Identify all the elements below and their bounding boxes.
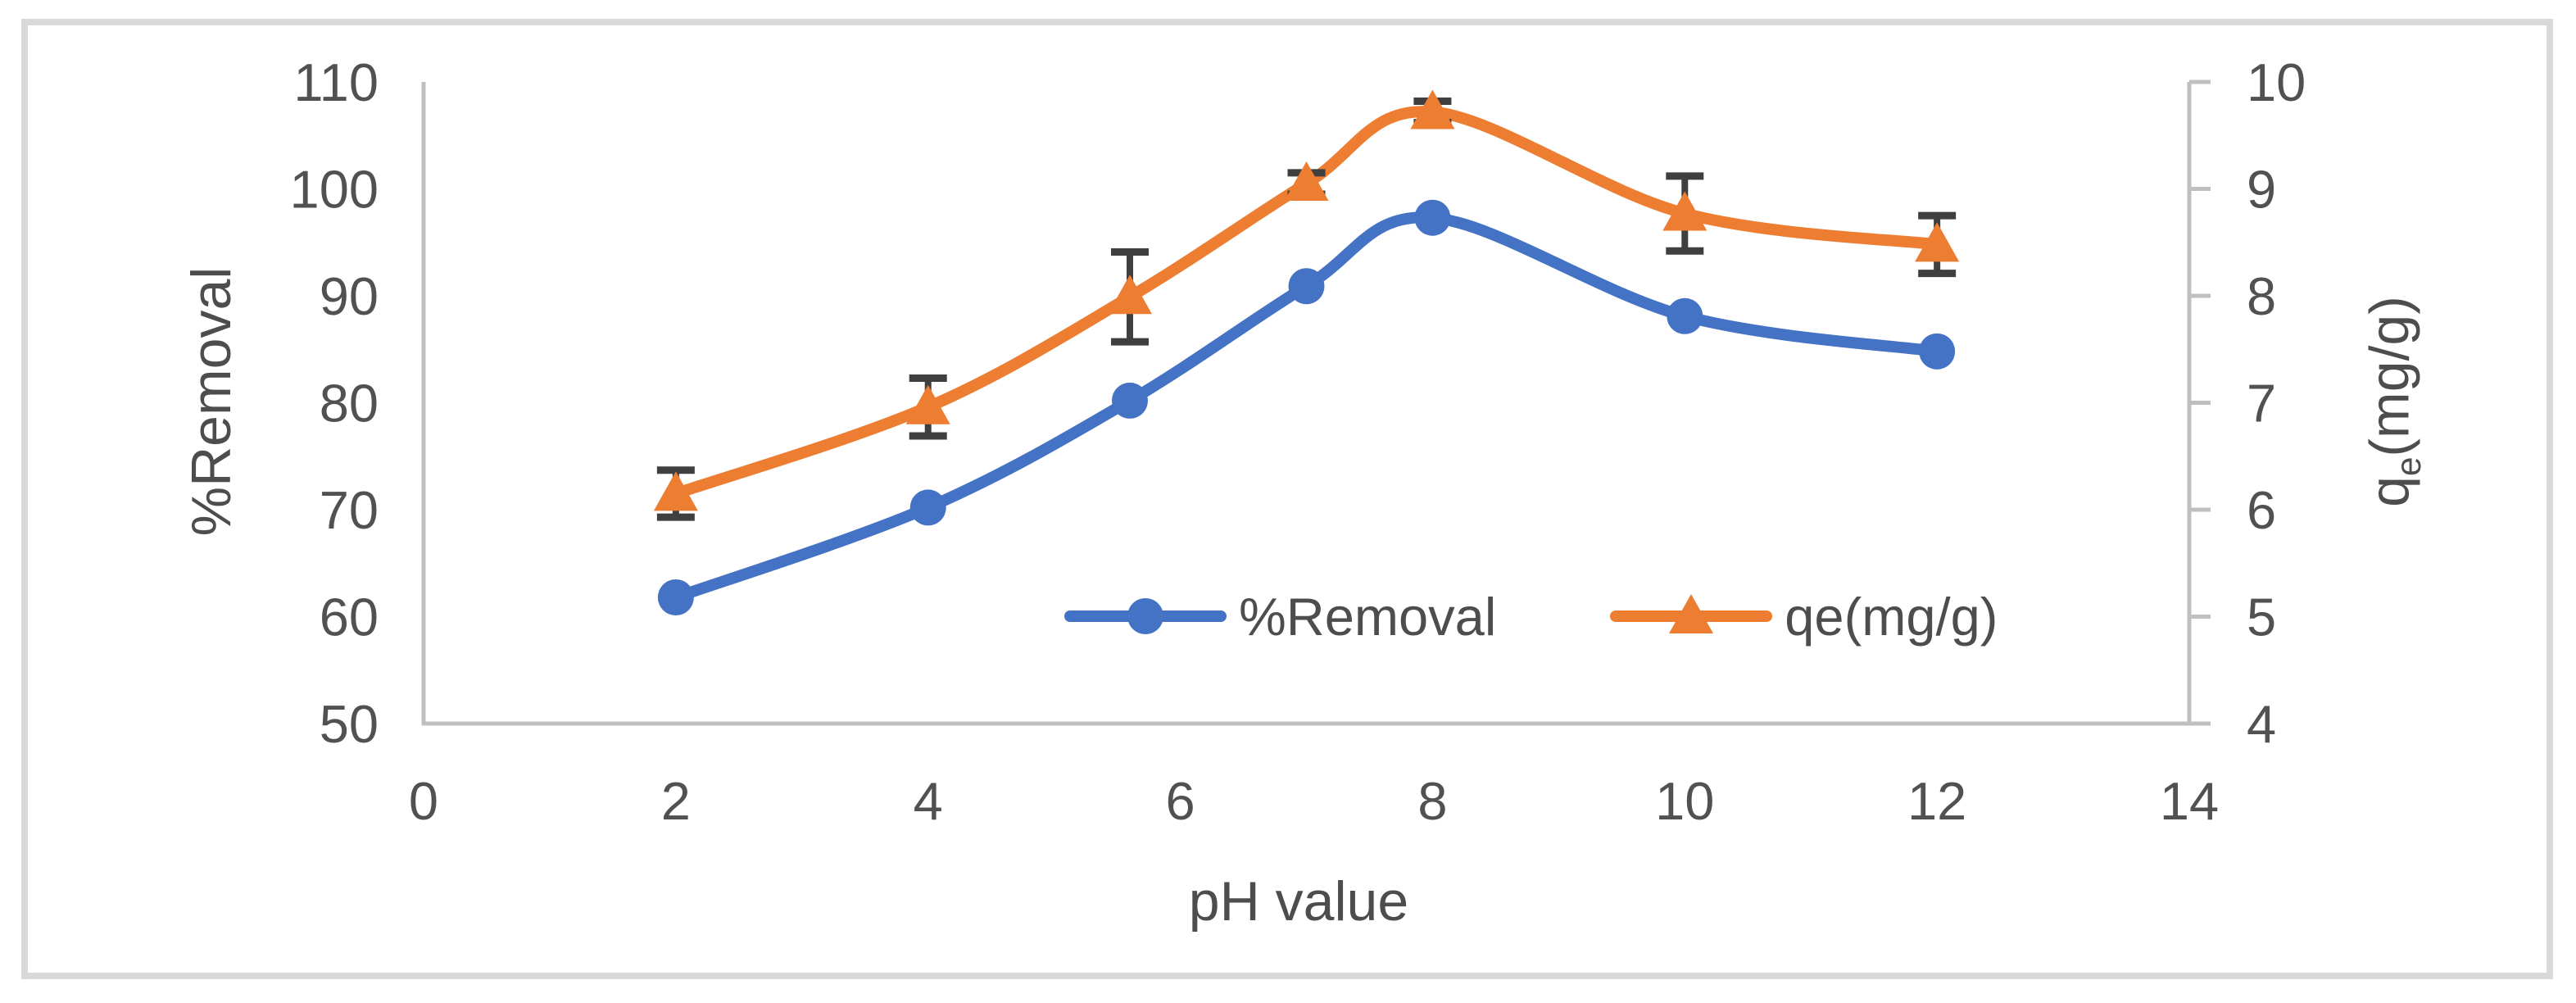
data-point-removal: [909, 489, 946, 526]
data-point-qe: [1915, 222, 1960, 262]
data-point-qe: [1108, 275, 1152, 315]
data-point-qe: [1410, 89, 1455, 129]
legend-marker-circle-icon: [1064, 598, 1227, 634]
legend-item-removal: %Removal: [1064, 579, 1496, 653]
left-tick-label: 90: [320, 266, 379, 326]
x-tick-label: 10: [1655, 771, 1714, 831]
legend: %Removal qe(mg/g): [1064, 579, 1998, 653]
left-tick-label: 110: [293, 52, 379, 112]
left-tick-label: 60: [320, 588, 379, 647]
data-point-qe: [905, 384, 950, 424]
x-axis-title: pH value: [1188, 870, 1409, 933]
right-axis-title-units: (mg/g): [2358, 296, 2421, 457]
data-point-removal: [1667, 297, 1703, 334]
left-tick-label: 70: [320, 480, 379, 540]
legend-item-qe: qe(mg/g): [1609, 579, 1998, 653]
left-axis-title: %Removal: [180, 266, 243, 537]
x-tick-label: 14: [2160, 771, 2219, 831]
data-point-removal: [1288, 268, 1325, 305]
right-tick-label: 5: [2247, 588, 2276, 647]
x-tick-label: 2: [661, 771, 691, 831]
left-tick-label: 80: [320, 374, 379, 433]
data-point-removal: [1112, 382, 1148, 419]
data-point-removal: [1414, 199, 1451, 236]
right-tick-label: 4: [2247, 694, 2276, 754]
x-tick-label: 8: [1417, 771, 1447, 831]
right-axis-title-main: q: [2358, 476, 2421, 507]
right-tick-label: 7: [2247, 374, 2276, 433]
chart-border-frame: [21, 19, 2553, 979]
data-point-qe: [1284, 161, 1329, 201]
right-tick-label: 6: [2247, 480, 2276, 540]
left-tick-label: 100: [290, 160, 379, 220]
x-tick-label: 4: [914, 771, 943, 831]
left-tick-label: 50: [320, 694, 379, 754]
right-axis-title: qe(mg/g): [2358, 296, 2429, 507]
x-tick-label: 12: [1907, 771, 1966, 831]
data-point-qe: [1662, 191, 1708, 231]
data-point-qe: [653, 471, 698, 511]
legend-label-qe: qe(mg/g): [1785, 586, 1998, 647]
data-point-removal: [657, 579, 694, 616]
right-axis-title-subscript: e: [2389, 456, 2429, 477]
data-point-removal: [1919, 333, 1956, 370]
legend-marker-triangle-icon: [1610, 594, 1773, 633]
right-tick-label: 10: [2247, 52, 2306, 112]
x-tick-label: 6: [1165, 771, 1195, 831]
right-tick-label: 8: [2247, 266, 2276, 326]
right-tick-label: 9: [2247, 160, 2276, 220]
legend-label-removal: %Removal: [1239, 586, 1497, 647]
x-tick-label: 0: [409, 771, 438, 831]
